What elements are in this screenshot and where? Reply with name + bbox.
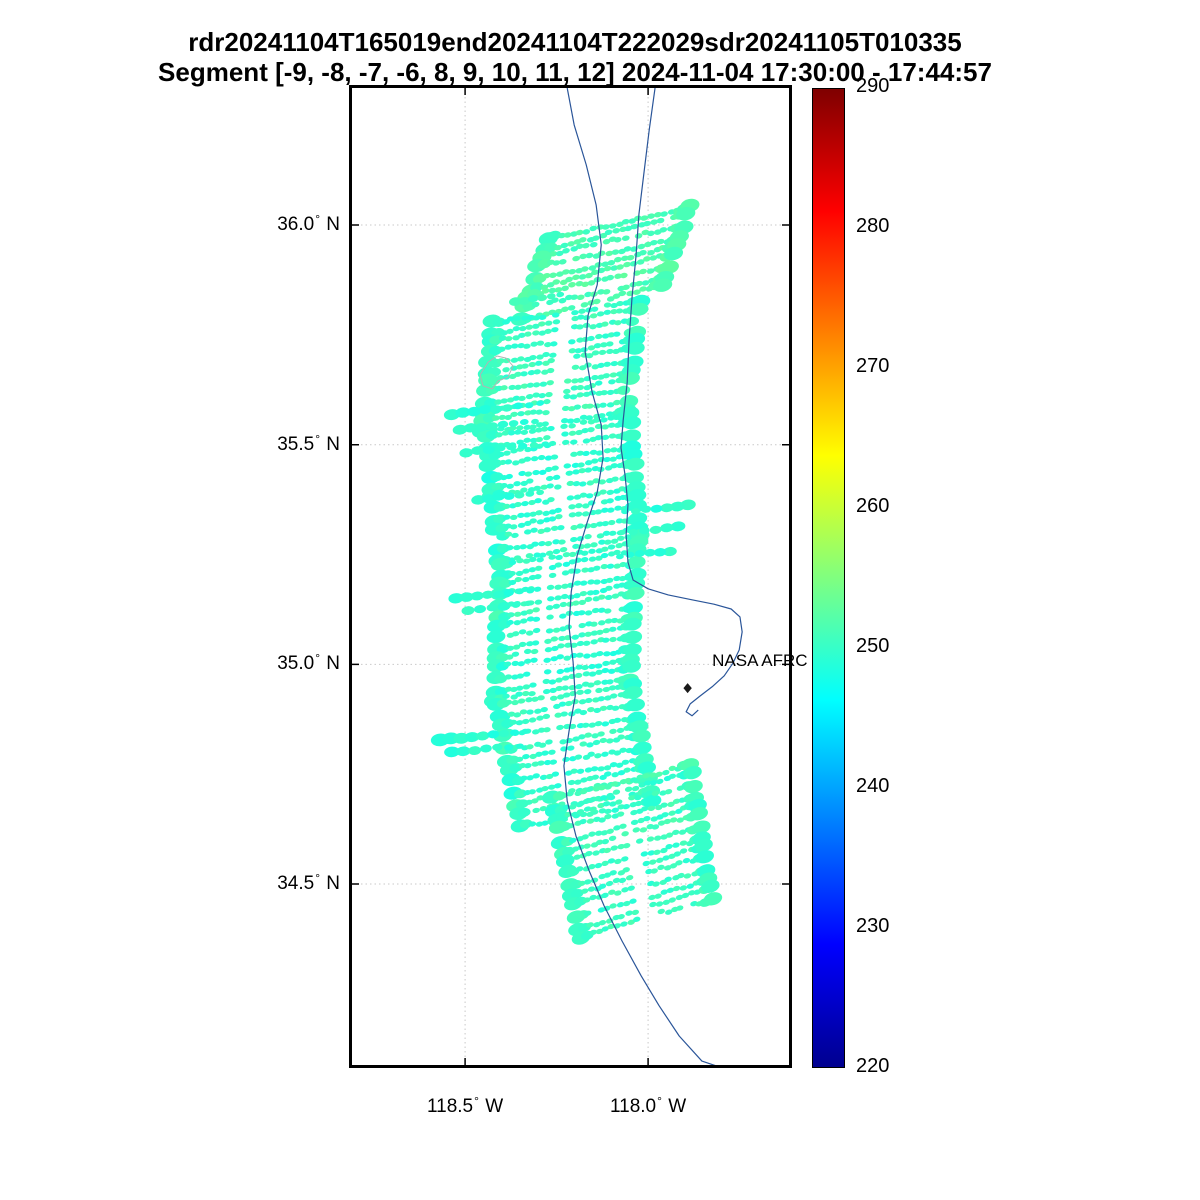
y-tick-label: 35.0° N — [277, 651, 340, 675]
figure-subtitle: Segment [-9, -8, -7, -6, 8, 9, 10, 11, 1… — [158, 57, 992, 87]
map-plot-canvas — [352, 88, 789, 1065]
colorbar-tick-label: 280 — [856, 215, 890, 237]
figure-title: rdr20241104T165019end20241104T222029sdr2… — [188, 27, 962, 57]
colorbar-tick-label: 270 — [856, 355, 890, 377]
colorbar-tick-label: 290 — [856, 75, 890, 97]
y-tick-label: 34.5° N — [277, 871, 340, 894]
y-tick-label: 35.5° N — [277, 431, 340, 455]
colorbar-tick-label: 250 — [856, 635, 890, 657]
colorbar — [812, 88, 845, 1068]
nasa-afrc-annotation: NASA AFRC — [712, 650, 808, 670]
colorbar-tick-label: 230 — [856, 915, 890, 937]
map-axes: NASA AFRC — [349, 85, 808, 1068]
colorbar-tick-label: 220 — [856, 1055, 890, 1077]
colorbar-tick-label: 260 — [856, 495, 890, 517]
y-tick-label: 36.0° N — [277, 212, 340, 236]
x-tick-label: 118.5° W — [426, 1094, 504, 1117]
colorbar-tick-label: 240 — [856, 775, 890, 797]
x-tick-label: 118.0° W — [609, 1094, 687, 1117]
